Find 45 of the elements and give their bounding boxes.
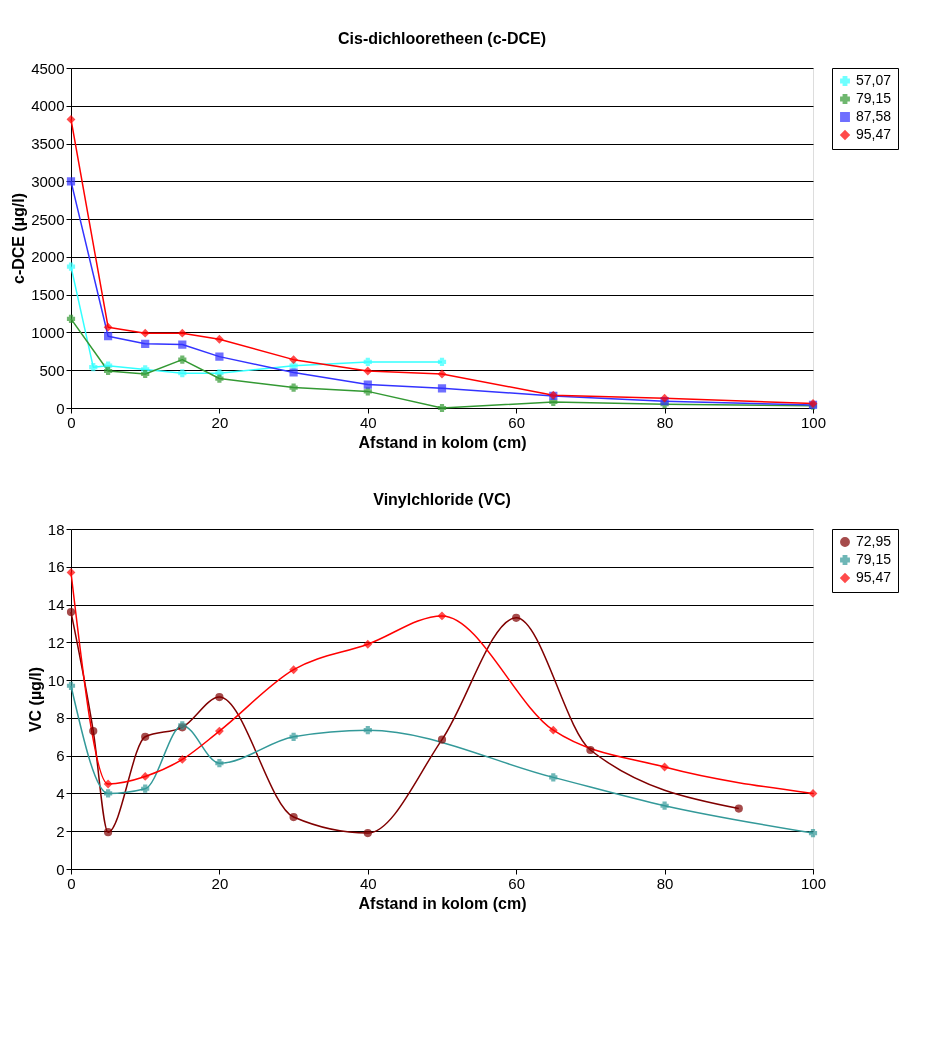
y-tick-label: 18: [47, 520, 65, 538]
legend-label: 95,47: [856, 569, 892, 585]
y-tick-label: 0: [56, 860, 65, 878]
chart-title: Vinylchloride (VC): [373, 491, 511, 508]
y-tick-label: 500: [39, 361, 65, 379]
x-tick-label: 20: [211, 413, 229, 431]
x-tick-label: 80: [656, 413, 674, 431]
y-tick-label: 14: [47, 596, 65, 614]
y-tick-label: 4000: [31, 97, 65, 115]
x-axis-title: Afstand in kolom (cm): [358, 433, 527, 451]
y-tick-label: 1000: [31, 323, 65, 341]
legend-label: 79,15: [856, 90, 892, 106]
y-tick-label: 3500: [31, 135, 65, 153]
x-axis-title: Afstand in kolom (cm): [358, 894, 527, 912]
y-tick-label: 0: [56, 399, 65, 417]
x-tick-label: 60: [508, 874, 526, 892]
y-tick-label: 2000: [31, 248, 65, 266]
y-tick-label: 3000: [31, 172, 65, 190]
y-tick-label: 2500: [31, 210, 65, 228]
y-axis-title: c-DCE (µg/l): [10, 193, 28, 284]
chart-title: Cis-dichlooretheen (c-DCE): [337, 30, 547, 47]
y-tick-label: 1500: [31, 286, 65, 304]
legend-label: 95,47: [856, 126, 892, 142]
legend-label: 87,58: [856, 108, 892, 124]
x-tick-label: 80: [656, 874, 674, 892]
x-tick-label: 0: [67, 874, 76, 892]
legend-label: 72,95: [856, 533, 892, 549]
x-tick-label: 100: [800, 413, 827, 431]
y-tick-label: 6: [56, 747, 65, 765]
x-tick-label: 40: [359, 413, 377, 431]
legend-label: 57,07: [856, 72, 892, 88]
legend-label: 79,15: [856, 551, 892, 567]
y-tick-label: 10: [47, 671, 65, 689]
x-tick-label: 60: [508, 413, 526, 431]
y-tick-label: 4: [56, 784, 65, 802]
x-tick-label: 100: [800, 874, 827, 892]
y-axis-title: VC (µg/l): [26, 666, 44, 733]
x-tick-label: 20: [211, 874, 229, 892]
y-tick-label: 8: [56, 709, 65, 727]
y-tick-label: 4500: [31, 59, 65, 77]
y-tick-label: 12: [47, 633, 65, 651]
x-tick-label: 0: [67, 413, 76, 431]
y-tick-label: 16: [47, 558, 65, 576]
x-tick-label: 40: [359, 874, 377, 892]
y-tick-label: 2: [56, 822, 65, 840]
